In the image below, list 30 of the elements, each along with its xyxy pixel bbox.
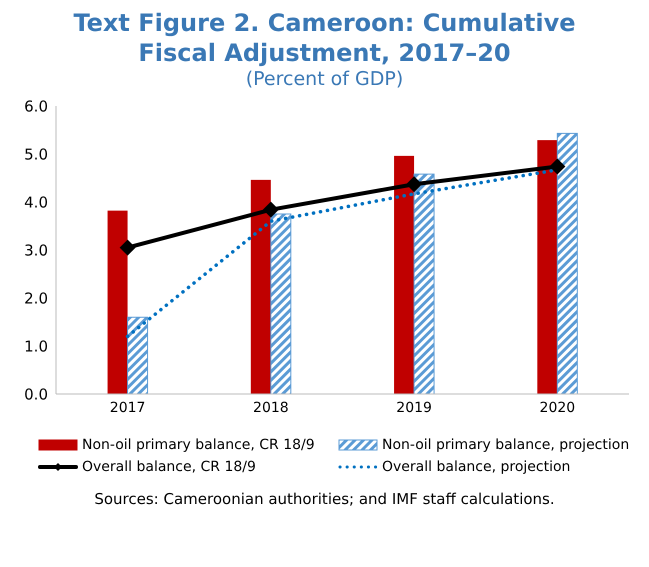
point [120,240,136,256]
y-tick-label: 2.0 [24,289,48,308]
legend-label: Overall balance, projection [382,458,570,477]
bar [270,214,292,394]
y-tick-label: 3.0 [24,241,48,260]
y-tick-label: 5.0 [24,145,48,164]
bar [250,180,271,394]
legend-label: Non-oil primary balance, CR 18/9 [82,436,315,455]
bar [556,132,578,394]
bar [108,210,128,394]
bar [127,316,148,394]
point [549,158,566,174]
x-tick-label: 2020 [540,400,576,416]
legend-label: Non-oil primary balance, projection [382,436,630,455]
chart-title: Text Figure 2. Cameroon: Cumulative Fiscal Adjustment, 2017–20 [72,8,577,68]
x-tick-label: 2018 [253,400,289,416]
point [262,202,279,218]
legend-label: Overall balance, CR 18/9 [82,458,256,477]
chart-subtitle: (Percent of GDP) [244,68,404,90]
y-tick-label: 1.0 [24,337,48,356]
y-tick-label: 0.0 [24,385,48,404]
bar [537,140,558,394]
y-tick-label: 4.0 [24,193,48,212]
source-note: Sources: Cameroonian authorities; and IMF staff calculations. [93,490,556,508]
point [406,176,422,192]
bar [414,174,435,394]
y-tick-label: 6.0 [24,97,48,116]
x-tick-label: 2017 [110,400,146,416]
x-tick-label: 2019 [396,400,432,416]
bar [394,156,414,394]
